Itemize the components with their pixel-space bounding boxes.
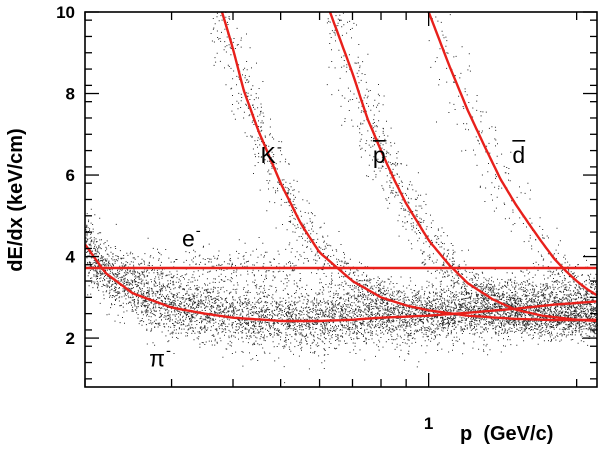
curve-K (220, 12, 597, 322)
particle-label-superscript: - (196, 222, 201, 239)
y-tick-label: 2 (66, 329, 75, 348)
y-tick-label: 6 (66, 166, 75, 185)
y-axis-label: dE/dx (keV/cm) (5, 128, 27, 271)
y-tick-label: 4 (66, 248, 76, 267)
particle-label: π (149, 346, 165, 372)
x-tick-label: 1 (424, 414, 433, 433)
particle-label: K (261, 142, 277, 168)
curve-p (328, 12, 597, 323)
y-tick-label: 10 (56, 3, 75, 22)
x-axis-label: p (GeV/c) (460, 423, 553, 445)
scatter-points (85, 12, 598, 384)
y-tick-label: 8 (66, 85, 75, 104)
tick-layer: 2 4 6 8 10 1 (56, 3, 597, 433)
curve-layer (85, 12, 597, 323)
particle-label: p (373, 142, 386, 168)
particle-label: d (512, 142, 525, 168)
particle-label-layer: e -K - p dπ - (149, 139, 526, 372)
scatter-dots (85, 12, 598, 384)
curve-d (427, 12, 597, 297)
particle-label-superscript: - (277, 139, 282, 156)
particle-label-superscript: - (166, 343, 171, 360)
particle-label: e (182, 225, 195, 251)
